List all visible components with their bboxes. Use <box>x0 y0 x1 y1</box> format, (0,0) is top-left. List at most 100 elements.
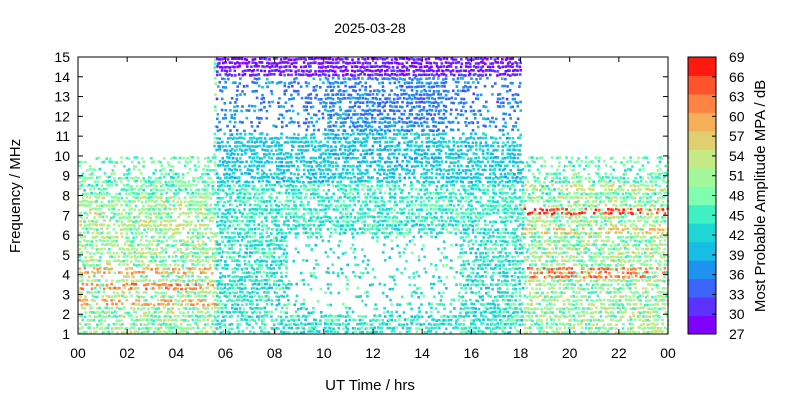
heatmap-cell <box>369 176 373 180</box>
heatmap-cell <box>336 196 340 200</box>
heatmap-cell <box>398 232 402 235</box>
heatmap-cell <box>319 172 322 175</box>
heatmap-cell <box>171 259 175 263</box>
heatmap-cell <box>359 80 362 84</box>
heatmap-cell <box>297 188 301 192</box>
heatmap-cell <box>397 109 401 113</box>
heatmap-cell <box>255 81 259 85</box>
heatmap-cell <box>191 200 195 203</box>
heatmap-cell <box>295 319 298 322</box>
heatmap-cell <box>310 212 313 215</box>
heatmap-cell <box>152 306 155 310</box>
heatmap-cell <box>137 161 141 164</box>
heatmap-cell <box>216 322 220 326</box>
heatmap-cell <box>288 69 291 72</box>
heatmap-cell <box>218 307 222 310</box>
heatmap-cell <box>334 157 337 160</box>
heatmap-cell <box>114 295 118 298</box>
heatmap-cell <box>105 204 108 207</box>
heatmap-cell <box>393 200 397 204</box>
heatmap-cell <box>177 161 181 164</box>
heatmap-cell <box>237 235 241 238</box>
heatmap-cell <box>160 271 164 275</box>
heatmap-cell <box>266 65 269 68</box>
heatmap-cell <box>296 177 300 180</box>
heatmap-cell <box>140 196 143 200</box>
heatmap-cell <box>233 310 237 314</box>
heatmap-cell <box>201 180 205 184</box>
heatmap-cell <box>319 153 323 156</box>
heatmap-cell <box>252 73 256 77</box>
heatmap-cell <box>403 141 406 145</box>
heatmap-cell <box>172 318 176 322</box>
heatmap-cell <box>331 161 335 164</box>
heatmap-cell <box>253 159 257 163</box>
heatmap-cell <box>270 327 274 330</box>
heatmap-cell <box>306 140 310 144</box>
heatmap-cell <box>118 307 121 311</box>
heatmap-cell <box>134 259 138 262</box>
heatmap-cell <box>96 228 99 231</box>
heatmap-cell <box>310 116 313 120</box>
heatmap-cell <box>407 171 411 175</box>
heatmap-cell <box>312 160 316 163</box>
heatmap-cell <box>362 120 365 123</box>
heatmap-cell <box>134 271 138 274</box>
heatmap-cell <box>155 307 158 311</box>
heatmap-cell <box>270 252 273 255</box>
heatmap-cell <box>349 109 352 113</box>
heatmap-cell <box>85 227 89 231</box>
heatmap-cell <box>275 164 279 168</box>
heatmap-cell <box>302 204 305 207</box>
heatmap-cell <box>231 310 235 314</box>
heatmap-cell <box>336 272 340 275</box>
heatmap-cell <box>221 315 225 318</box>
heatmap-cell <box>363 137 367 141</box>
heatmap-cell <box>368 93 372 97</box>
heatmap-cell <box>121 223 124 227</box>
heatmap-cell <box>196 279 199 282</box>
heatmap-cell <box>319 228 322 231</box>
heatmap-cell <box>229 192 232 196</box>
heatmap-cell <box>309 184 312 187</box>
heatmap-cell <box>260 283 264 286</box>
heatmap-cell <box>233 235 237 239</box>
heatmap-cell <box>378 136 382 140</box>
heatmap-cell <box>326 65 330 68</box>
heatmap-cell <box>260 164 264 168</box>
heatmap-cell <box>167 172 170 176</box>
heatmap-cell <box>391 188 395 192</box>
heatmap-cell <box>381 65 384 68</box>
heatmap-cell <box>368 331 372 334</box>
heatmap-cell <box>299 65 303 69</box>
heatmap-cell <box>297 168 300 172</box>
heatmap-cell <box>260 196 264 199</box>
heatmap-cell <box>405 57 409 60</box>
heatmap-cell <box>233 299 236 303</box>
heatmap-cell <box>265 260 268 263</box>
heatmap-cell <box>93 228 96 231</box>
heatmap-cell <box>346 136 349 140</box>
heatmap-cell <box>277 231 281 235</box>
heatmap-cell <box>88 223 92 226</box>
heatmap-cell <box>244 223 247 227</box>
heatmap-cell <box>395 61 399 65</box>
heatmap-cell <box>162 228 165 231</box>
heatmap-cell <box>328 164 332 167</box>
heatmap-cell <box>275 172 278 176</box>
heatmap-cell <box>145 247 148 250</box>
heatmap-cell <box>329 82 332 85</box>
heatmap-cell <box>321 57 325 61</box>
heatmap-cell <box>401 160 404 163</box>
heatmap-cell <box>218 184 222 188</box>
heatmap-cell <box>331 109 335 112</box>
heatmap-cell <box>253 176 256 179</box>
heatmap-cell <box>309 235 313 239</box>
heatmap-cell <box>361 227 365 230</box>
heatmap-cell <box>171 228 175 232</box>
heatmap-cell <box>95 200 98 203</box>
heatmap-cell <box>312 188 315 191</box>
heatmap-cell <box>221 77 224 80</box>
heatmap-cell <box>393 81 397 85</box>
heatmap-cell <box>218 148 222 151</box>
